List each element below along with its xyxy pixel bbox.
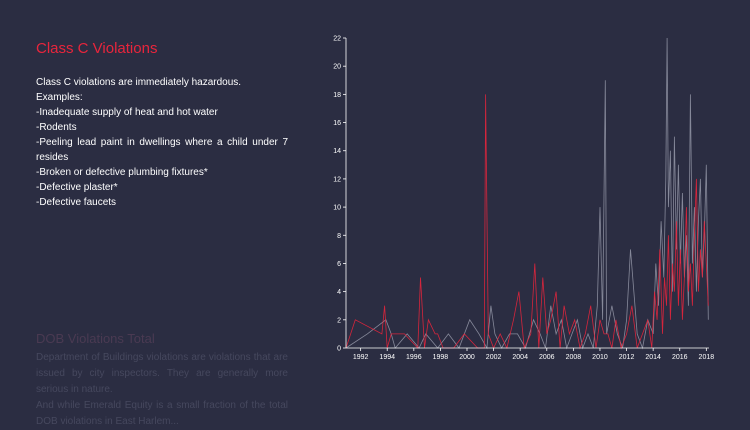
- violations-chart: 0 2 4 6 8 10 12 14 16 18 20 22 1992 1994 1996 1998 2000 2…: [333, 36, 714, 362]
- x-tick-label: 2012: [619, 354, 635, 361]
- dob-paragraph: And while Emerald Equity is a small frac…: [36, 400, 288, 427]
- section-body: Class C violations are immediately hazar…: [36, 75, 288, 210]
- y-tick-label: 22: [333, 36, 341, 43]
- x-tick-label: 2008: [566, 354, 582, 361]
- chart-axes: 0 2 4 6 8 10 12 14 16 18 20 22 1992 1994 1996 1998 2000 2…: [333, 36, 714, 362]
- y-tick-label: 14: [333, 148, 341, 155]
- x-tick-label: 2016: [672, 354, 688, 361]
- examples-label: Examples:: [36, 92, 83, 103]
- dob-paragraph: Department of Buildings violations are v…: [36, 352, 288, 395]
- example-item: -Broken or defective plumbing fixtures*: [36, 167, 208, 178]
- x-tick-label: 2018: [699, 354, 715, 361]
- y-tick-label: 2: [337, 317, 341, 324]
- y-tick-label: 16: [333, 120, 341, 127]
- example-item: -Inadequate supply of heat and hot water: [36, 107, 218, 118]
- x-tick-label: 2004: [512, 354, 528, 361]
- dob-body: Department of Buildings violations are v…: [36, 350, 288, 430]
- section-title: Class C Violations: [36, 40, 158, 57]
- dob-section: DOB Violations Total Department of Build…: [36, 331, 288, 430]
- y-tick-label: 10: [333, 205, 341, 212]
- intro-text: Class C violations are immediately hazar…: [36, 77, 242, 88]
- example-item: -Defective plaster*: [36, 182, 118, 193]
- y-tick-label: 0: [337, 346, 341, 353]
- series-line-1: [345, 94, 709, 350]
- x-tick-label: 2006: [539, 354, 555, 361]
- x-tick-label: 1992: [353, 354, 369, 361]
- y-tick-label: 4: [337, 289, 341, 296]
- y-tick-label: 18: [333, 92, 341, 99]
- x-tick-label: 1996: [406, 354, 422, 361]
- y-tick-label: 12: [333, 176, 341, 183]
- dob-title: DOB Violations Total: [36, 331, 155, 346]
- y-tick-label: 6: [337, 261, 341, 268]
- x-tick-label: 2000: [459, 354, 475, 361]
- x-tick-label: 2002: [486, 354, 502, 361]
- y-tick-label: 8: [337, 233, 341, 240]
- x-tick-label: 2010: [592, 354, 608, 361]
- series-line-0: [345, 37, 709, 350]
- example-item: -Peeling lead paint in dwellings where a…: [36, 137, 288, 163]
- x-tick-label: 2014: [645, 354, 661, 361]
- class-c-section: Class C Violations Class C violations ar…: [36, 40, 288, 210]
- plot-series: [345, 37, 709, 350]
- example-item: -Defective faucets: [36, 197, 117, 208]
- x-tick-label: 1994: [379, 354, 395, 361]
- y-tick-label: 20: [333, 64, 341, 71]
- x-tick-label: 1998: [433, 354, 449, 361]
- example-item: -Rodents: [36, 122, 77, 133]
